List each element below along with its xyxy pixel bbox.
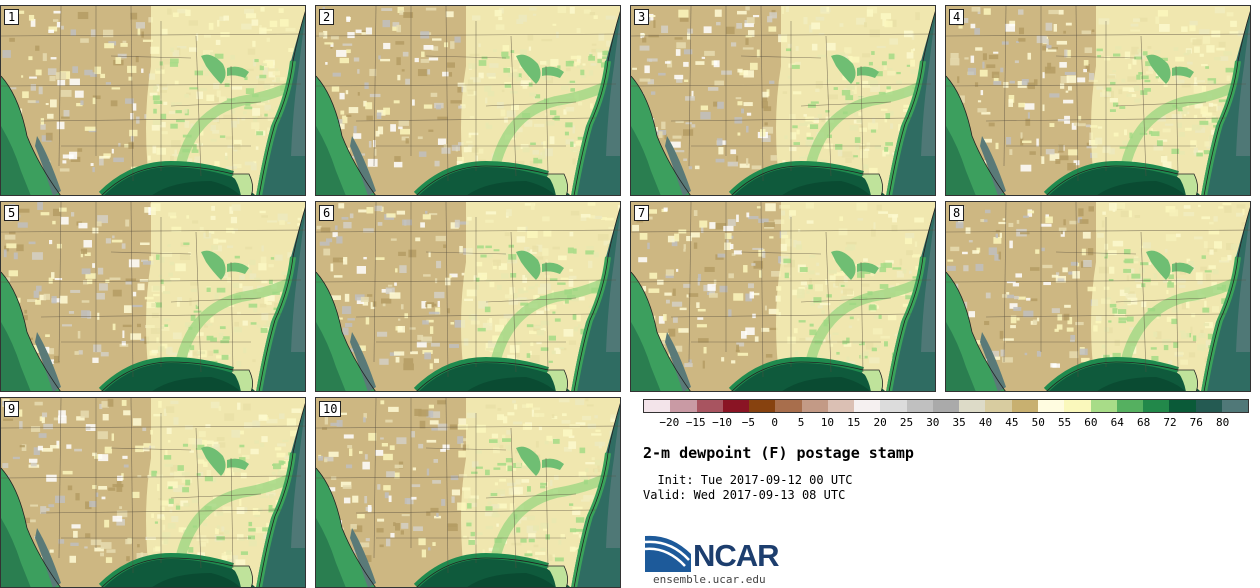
plot-title: 2-m dewpoint (F) postage stamp [643, 444, 914, 462]
colorbar-swatch [854, 400, 881, 412]
colorbar-tick-label: −15 [685, 416, 706, 429]
colorbar-tick-label: 64 [1110, 416, 1124, 429]
member-number-label: 8 [949, 205, 965, 221]
postage-stamp-member-7: 7 [630, 201, 936, 392]
colorbar-tick-label: 50 [1031, 416, 1045, 429]
colorbar-tick-label: −20 [659, 416, 680, 429]
dewpoint-map [1, 202, 305, 391]
colorbar-tick-label: 60 [1084, 416, 1098, 429]
member-number-label: 9 [4, 401, 20, 417]
colorbar-swatch [985, 400, 1012, 412]
dewpoint-map [631, 202, 935, 391]
colorbar-swatch [1116, 400, 1144, 412]
colorbar-tick-label: 0 [771, 416, 779, 429]
postage-stamp-member-5: 5 [0, 201, 306, 392]
colorbar-swatch [827, 400, 855, 412]
colorbar-tick-label: 20 [873, 416, 887, 429]
colorbar-tick-label: 40 [978, 416, 993, 429]
member-number-label: 2 [319, 9, 335, 25]
colorbar-swatch [959, 400, 986, 412]
colorbar-swatch [1011, 400, 1038, 412]
colorbar-tick-label: −10 [712, 416, 732, 429]
ncar-logo-icon [644, 535, 691, 572]
colorbar-tick-label: 30 [926, 416, 940, 429]
dewpoint-map [316, 398, 620, 587]
postage-stamp-member-6: 6 [315, 201, 621, 392]
colorbar-tick-label: 80 [1216, 416, 1230, 429]
postage-stamp-member-2: 2 [315, 5, 621, 196]
dewpoint-map [1, 398, 305, 587]
colorbar-swatch [880, 400, 907, 412]
dewpoint-map [631, 6, 935, 195]
member-number-label: 5 [4, 205, 20, 221]
member-number-label: 1 [4, 9, 20, 25]
dewpoint-map [946, 6, 1250, 195]
colorbar-swatch [1064, 400, 1091, 412]
colorbar-tick-label: 10 [820, 416, 835, 429]
member-number-label: 6 [319, 205, 335, 221]
postage-stamp-member-4: 4 [945, 5, 1251, 196]
colorbar-swatch [801, 400, 828, 412]
postage-stamp-member-1: 1 [0, 5, 306, 196]
colorbar-swatch [644, 400, 671, 412]
member-number-label: 10 [319, 401, 342, 417]
postage-stamp-member-10: 10 [315, 397, 621, 588]
colorbar-tick-label: 68 [1136, 416, 1151, 429]
colorbar-swatch [1169, 400, 1196, 412]
colorbar-tick-label: 45 [1005, 416, 1019, 429]
colorbar-tick-labels: −20 −15 −10 −5 0 5 10 15 20 25 30 35 40 45 50 55 60 64 68 7… [643, 416, 1249, 430]
ncar-logo-text: NCAR [693, 538, 780, 573]
member-number-label: 4 [949, 9, 965, 25]
member-number-label: 3 [634, 9, 650, 25]
colorbar-swatch [1221, 400, 1249, 412]
colorbar-swatch [1037, 400, 1065, 412]
colorbar-swatch [906, 400, 933, 412]
init-time: Init: Tue 2017-09-12 00 UTC [643, 473, 853, 487]
ensemble-url: ensemble.ucar.edu [653, 573, 766, 586]
valid-time: Valid: Wed 2017-09-13 08 UTC [643, 488, 846, 502]
postage-stamp-member-3: 3 [630, 5, 936, 196]
colorbar-swatch [775, 400, 802, 412]
colorbar-swatch [696, 400, 723, 412]
dewpoint-map [946, 202, 1250, 391]
colorbar-tick-label: −5 [741, 416, 756, 429]
colorbar-swatch [722, 400, 750, 412]
colorbar-swatch [1195, 400, 1222, 412]
colorbar-swatch [932, 400, 960, 412]
dewpoint-map [316, 6, 620, 195]
dewpoint-map [316, 202, 620, 391]
dewpoint-colorbar [643, 399, 1249, 413]
dewpoint-map [1, 6, 305, 195]
postage-stamp-member-9: 9 [0, 397, 306, 588]
colorbar-swatch [670, 400, 697, 412]
colorbar-tick-label: 35 [952, 416, 966, 429]
colorbar-tick-label: 72 [1163, 416, 1177, 429]
colorbar-tick-label: 25 [899, 416, 914, 429]
colorbar-swatch [1090, 400, 1117, 412]
colorbar-swatch [1143, 400, 1170, 412]
colorbar-tick-label: 55 [1057, 416, 1072, 429]
postage-stamp-member-8: 8 [945, 201, 1251, 392]
colorbar-tick-label: 5 [797, 416, 805, 429]
colorbar-tick-label: 76 [1189, 416, 1203, 429]
member-number-label: 7 [634, 205, 650, 221]
colorbar-tick-label: 15 [847, 416, 861, 429]
colorbar-swatch [749, 400, 776, 412]
